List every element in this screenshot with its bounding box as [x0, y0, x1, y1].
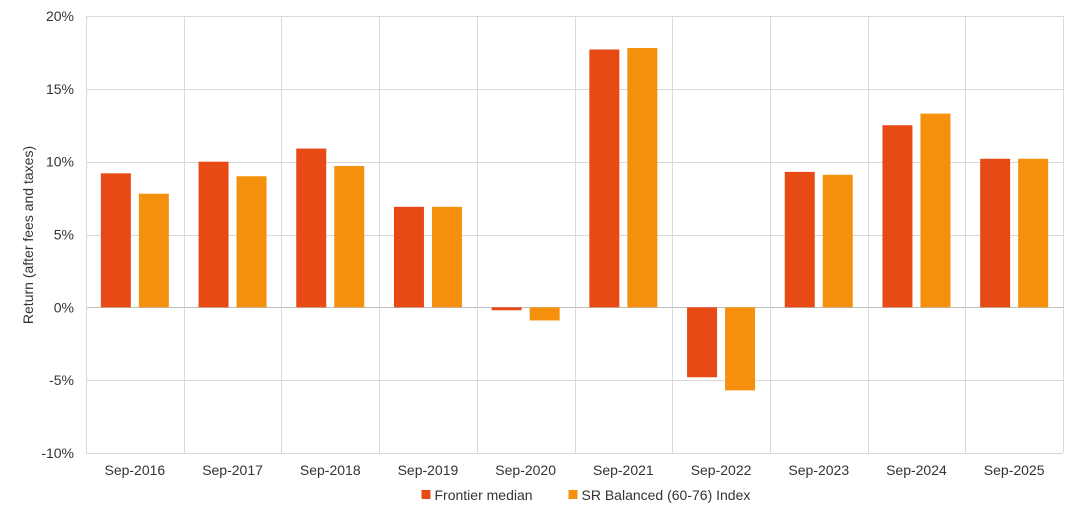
- bar-sr-balanced-index-sep-2024: [920, 113, 951, 308]
- bar-frontier-median-sep-2023: [784, 171, 815, 308]
- bar-sr-balanced-index-sep-2023: [822, 174, 853, 308]
- x-category-label: Sep-2019: [398, 462, 459, 478]
- x-category-label: Sep-2020: [495, 462, 556, 478]
- x-category-label: Sep-2016: [104, 462, 165, 478]
- y-tick-label: 10%: [46, 154, 74, 170]
- x-category-label: Sep-2023: [788, 462, 849, 478]
- x-category-label: Sep-2017: [202, 462, 263, 478]
- bar-frontier-median-sep-2017: [198, 161, 229, 308]
- bar-frontier-median-sep-2024: [882, 125, 913, 308]
- legend: Frontier median SR Balanced (60-76) Index: [421, 487, 751, 503]
- bar-sr-balanced-index-sep-2020: [529, 307, 560, 321]
- y-tick-label: 0%: [54, 299, 74, 315]
- y-axis-ticks: 20% 15% 10% 5% 0% -5% -10%: [41, 8, 74, 461]
- legend-label: SR Balanced (60-76) Index: [582, 487, 751, 503]
- bar-sr-balanced-index-sep-2022: [725, 307, 756, 391]
- gridlines: [86, 16, 1064, 454]
- y-tick-label: 20%: [46, 8, 74, 24]
- x-category-label: Sep-2024: [886, 462, 947, 478]
- bar-frontier-median-sep-2021: [589, 49, 620, 308]
- bar-frontier-median-sep-2025: [980, 158, 1011, 308]
- bar-frontier-median-sep-2022: [687, 307, 718, 378]
- y-axis-title: Return (after fees and taxes): [20, 146, 36, 324]
- bar-sr-balanced-index-sep-2019: [431, 206, 462, 308]
- x-category-label: Sep-2022: [691, 462, 752, 478]
- legend-swatch: [421, 490, 431, 499]
- y-tick-label: 15%: [46, 81, 74, 97]
- bar-frontier-median-sep-2020: [491, 307, 522, 311]
- y-tick-label: 5%: [54, 227, 74, 243]
- bars: [100, 48, 1049, 391]
- x-category-label: Sep-2025: [984, 462, 1045, 478]
- x-axis-categories: Sep-2016 Sep-2017 Sep-2018 Sep-2019 Sep-2020…: [104, 462, 1044, 478]
- y-tick-label: -5%: [49, 372, 74, 388]
- bar-sr-balanced-index-sep-2021: [627, 48, 658, 308]
- bar-sr-balanced-index-sep-2016: [138, 193, 169, 308]
- bar-frontier-median-sep-2016: [100, 173, 131, 308]
- legend-swatch: [568, 490, 578, 499]
- bar-frontier-median-sep-2019: [393, 206, 424, 308]
- bar-sr-balanced-index-sep-2018: [334, 166, 365, 308]
- x-category-label: Sep-2018: [300, 462, 361, 478]
- bar-sr-balanced-index-sep-2025: [1018, 158, 1049, 308]
- x-category-label: Sep-2021: [593, 462, 654, 478]
- y-tick-label: -10%: [41, 445, 74, 461]
- bar-frontier-median-sep-2018: [296, 148, 327, 308]
- bar-sr-balanced-index-sep-2017: [236, 176, 267, 308]
- legend-label: Frontier median: [435, 487, 533, 503]
